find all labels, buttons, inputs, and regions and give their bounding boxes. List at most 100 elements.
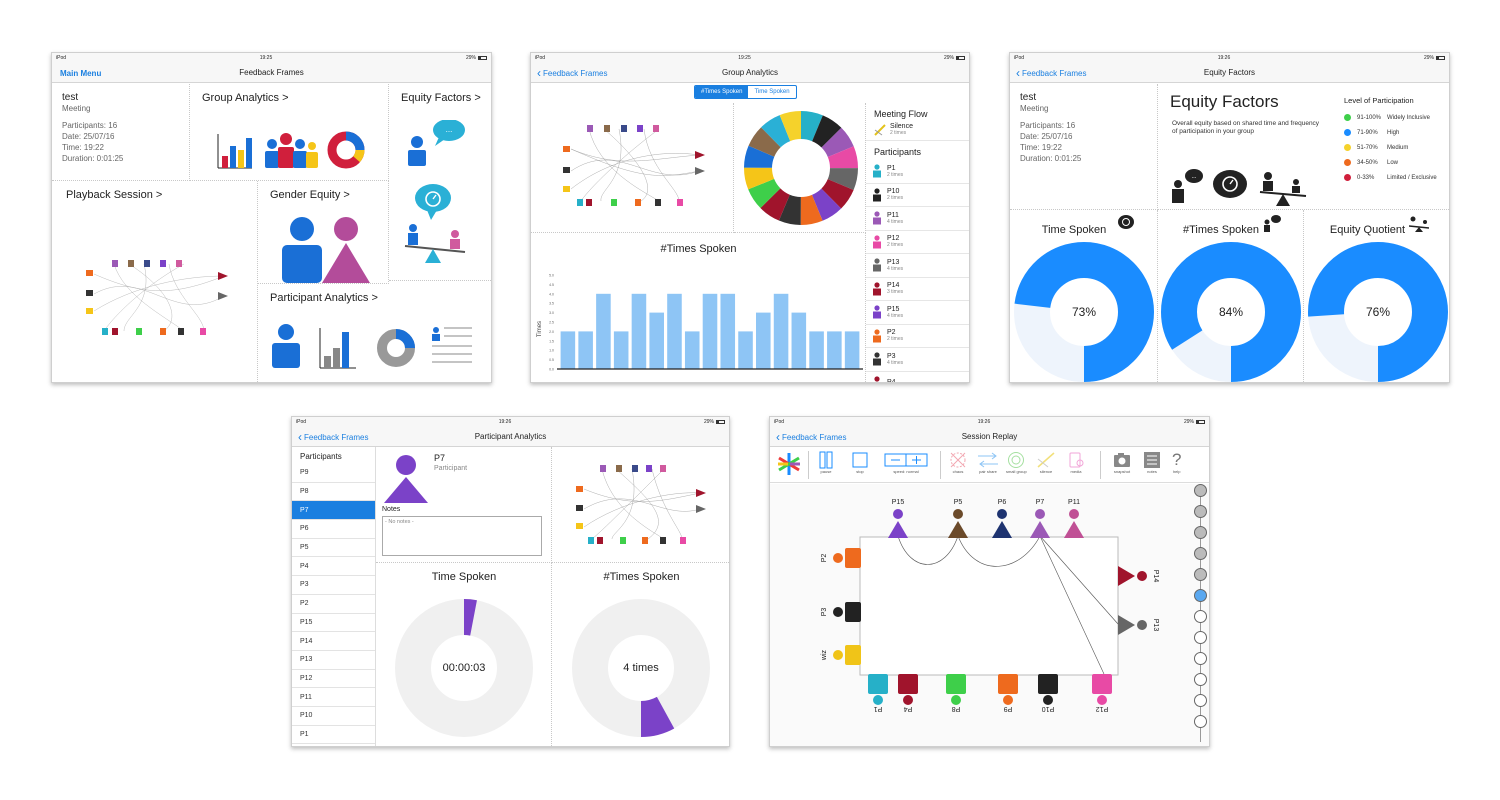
back-button[interactable]: ‹ Feedback Frames — [1016, 66, 1087, 80]
snapshot-button[interactable]: snapshot — [1112, 451, 1132, 474]
seg-times-spoken[interactable]: #Times Spoken — [695, 86, 749, 98]
participant-list-item[interactable]: P3 — [292, 576, 375, 595]
participant-list-item[interactable]: P12 — [292, 670, 375, 689]
participant-list-item[interactable]: P7 — [292, 501, 375, 521]
timeline-node[interactable] — [1194, 505, 1207, 518]
person-head — [1097, 695, 1107, 705]
participant-flow-row[interactable]: P2 2 times — [866, 325, 969, 348]
person-body — [1118, 566, 1135, 586]
participant-flow-row[interactable]: P3 4 times — [866, 348, 969, 372]
clock: 19:25 — [738, 55, 751, 61]
pair-share-button[interactable]: pair share — [976, 451, 1000, 474]
timeline-node[interactable] — [1194, 715, 1207, 728]
y-tick-label: 2.0 — [549, 330, 554, 334]
playback-session-tile[interactable]: Playback Session > — [52, 181, 258, 382]
speed-control[interactable]: speed: normal — [884, 451, 928, 474]
timeline-node[interactable] — [1194, 631, 1207, 644]
participant-flow-row[interactable]: P15 4 times — [866, 301, 969, 325]
meeting-type: Meeting — [1020, 104, 1049, 113]
participant-list-item[interactable]: P10 — [292, 707, 375, 726]
participant-flow-row[interactable]: P10 2 times — [866, 184, 969, 207]
participant-list-item[interactable]: P13 — [292, 651, 375, 670]
legend-dot — [1344, 114, 1351, 121]
participant-flow-row[interactable]: P4 — [866, 372, 969, 382]
gender-equity-tile[interactable]: Gender Equity > — [258, 181, 389, 284]
participant-list-item[interactable]: P4 — [292, 557, 375, 577]
timeline-node[interactable] — [1194, 610, 1207, 623]
timeline-node[interactable] — [1194, 484, 1207, 497]
participant-list-item[interactable]: P15 — [292, 614, 375, 633]
silence-row[interactable]: Silence 2 times — [866, 121, 969, 141]
notes-button[interactable]: notes — [1142, 451, 1162, 474]
participant-list-item[interactable]: P2 — [292, 595, 375, 614]
back-button[interactable]: ‹ Feedback Frames — [537, 66, 608, 80]
help-button[interactable]: ? help — [1172, 450, 1182, 475]
small-group-button[interactable]: small group — [1006, 451, 1027, 474]
timeline-node[interactable] — [1194, 694, 1207, 707]
media-icon — [1069, 452, 1084, 468]
donut-slice — [744, 111, 858, 225]
timeline-node[interactable] — [1194, 526, 1207, 539]
timeline-node[interactable] — [1194, 673, 1207, 686]
timeline-node[interactable] — [1194, 568, 1207, 581]
participant-analytics-tile[interactable]: Participant Analytics > — [258, 284, 491, 382]
main-menu-button[interactable]: Main Menu — [60, 68, 102, 78]
participant-flow-row[interactable]: P12 2 times — [866, 231, 969, 254]
screen-session-replay: iPod 19:26 29% ‹ Feedback Frames Session … — [769, 416, 1210, 747]
right-people — [218, 272, 228, 300]
participant-list-item[interactable]: P8 — [292, 483, 375, 502]
participants-count: Participants: 16 — [1020, 121, 1076, 130]
participant-flow-diagram — [576, 465, 706, 544]
battery: 29% — [1184, 419, 1205, 425]
device-label: iPod — [56, 55, 67, 61]
bar — [809, 331, 824, 369]
table-area — [859, 536, 1119, 676]
device-label: iPod — [296, 419, 307, 425]
participant-flow-row[interactable]: P13 4 times — [866, 254, 969, 278]
donut-chart-icon — [327, 131, 365, 169]
participant-name: P12 — [887, 235, 900, 243]
chevron-left-icon: ‹ — [298, 430, 302, 444]
meeting-duration: Duration: 0:01:25 — [62, 154, 124, 163]
pause-button[interactable]: pause — [818, 451, 834, 474]
flow-diagram-tile — [531, 103, 734, 233]
participant-list-item[interactable]: P1 — [292, 726, 375, 745]
participant-list-item[interactable]: P6 — [292, 520, 375, 539]
participant-flow-row[interactable]: P14 3 times — [866, 278, 969, 301]
person-icon — [873, 282, 881, 296]
back-button[interactable]: ‹ Feedback Frames — [776, 430, 847, 444]
person-icon — [873, 329, 881, 343]
seg-time-spoken[interactable]: Time Spoken — [754, 89, 790, 95]
participant-flow-row[interactable]: P1 2 times — [866, 160, 969, 184]
participant-flow-row[interactable]: P11 4 times — [866, 207, 969, 231]
participant-list-item[interactable]: P14 — [292, 632, 375, 651]
timeline-scrubber[interactable] — [1194, 484, 1208, 746]
seat-label: P4 — [904, 705, 913, 712]
legend-dot — [1344, 129, 1351, 136]
person-head — [1069, 509, 1079, 519]
timeline-node[interactable] — [1194, 589, 1207, 602]
legend-label: High — [1387, 129, 1400, 136]
bar — [631, 293, 647, 369]
screen-feedback-frames: iPod 19:25 29% Main Menu Feedback Frames… — [51, 52, 492, 383]
person-head — [1137, 571, 1147, 581]
timeline-node[interactable] — [1194, 652, 1207, 665]
group-analytics-tile[interactable]: Group Analytics > — [190, 84, 389, 181]
seat-label: P5 — [954, 499, 963, 506]
participant-icons — [272, 324, 472, 369]
equity-factors-tile[interactable]: Equity Factors > ... — [389, 84, 491, 281]
silence-button[interactable]: silence — [1036, 451, 1056, 474]
stop-button[interactable]: stop — [852, 451, 868, 474]
person-head — [1003, 695, 1013, 705]
participant-list-item[interactable]: P11 — [292, 688, 375, 707]
media-button[interactable]: media — [1066, 451, 1086, 474]
timeline-node[interactable] — [1194, 547, 1207, 560]
participant-list-item[interactable]: P9 — [292, 464, 375, 483]
participant-list-item[interactable]: P5 — [292, 539, 375, 558]
bar — [738, 331, 753, 369]
equity-donut: 76% — [1307, 242, 1448, 382]
notes-field[interactable]: - No notes - — [382, 516, 542, 556]
back-button[interactable]: ‹ Feedback Frames — [298, 430, 369, 444]
chaos-button[interactable]: chaos — [948, 451, 968, 474]
equity-donut: 73% — [1014, 242, 1154, 382]
